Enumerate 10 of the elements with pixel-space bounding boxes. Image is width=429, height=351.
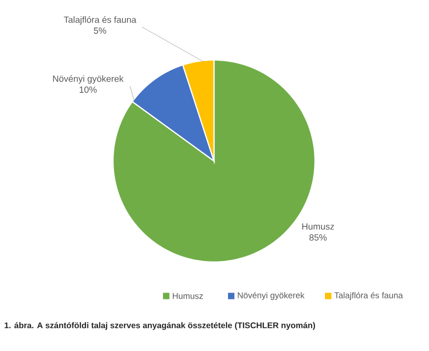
text: 1. ábra. A szántóföldi talaj szerves anyagának összetétele (TISCHLER nyomán): [4, 322, 316, 330]
legend-label: Humusz: [172, 293, 203, 299]
data-label: 85%: [309, 234, 327, 241]
slice-label: Humusz: [302, 223, 334, 230]
slice-label: Növényi gyökerek: [53, 75, 124, 84]
data-label: 5%: [94, 28, 106, 34]
legend-label: Növényi gyökerek: [238, 292, 305, 300]
data-label: 10%: [80, 86, 97, 93]
slice-label: Talajflóra és fauna: [64, 16, 136, 25]
legend-label: Talajflóra és fauna: [334, 292, 403, 300]
